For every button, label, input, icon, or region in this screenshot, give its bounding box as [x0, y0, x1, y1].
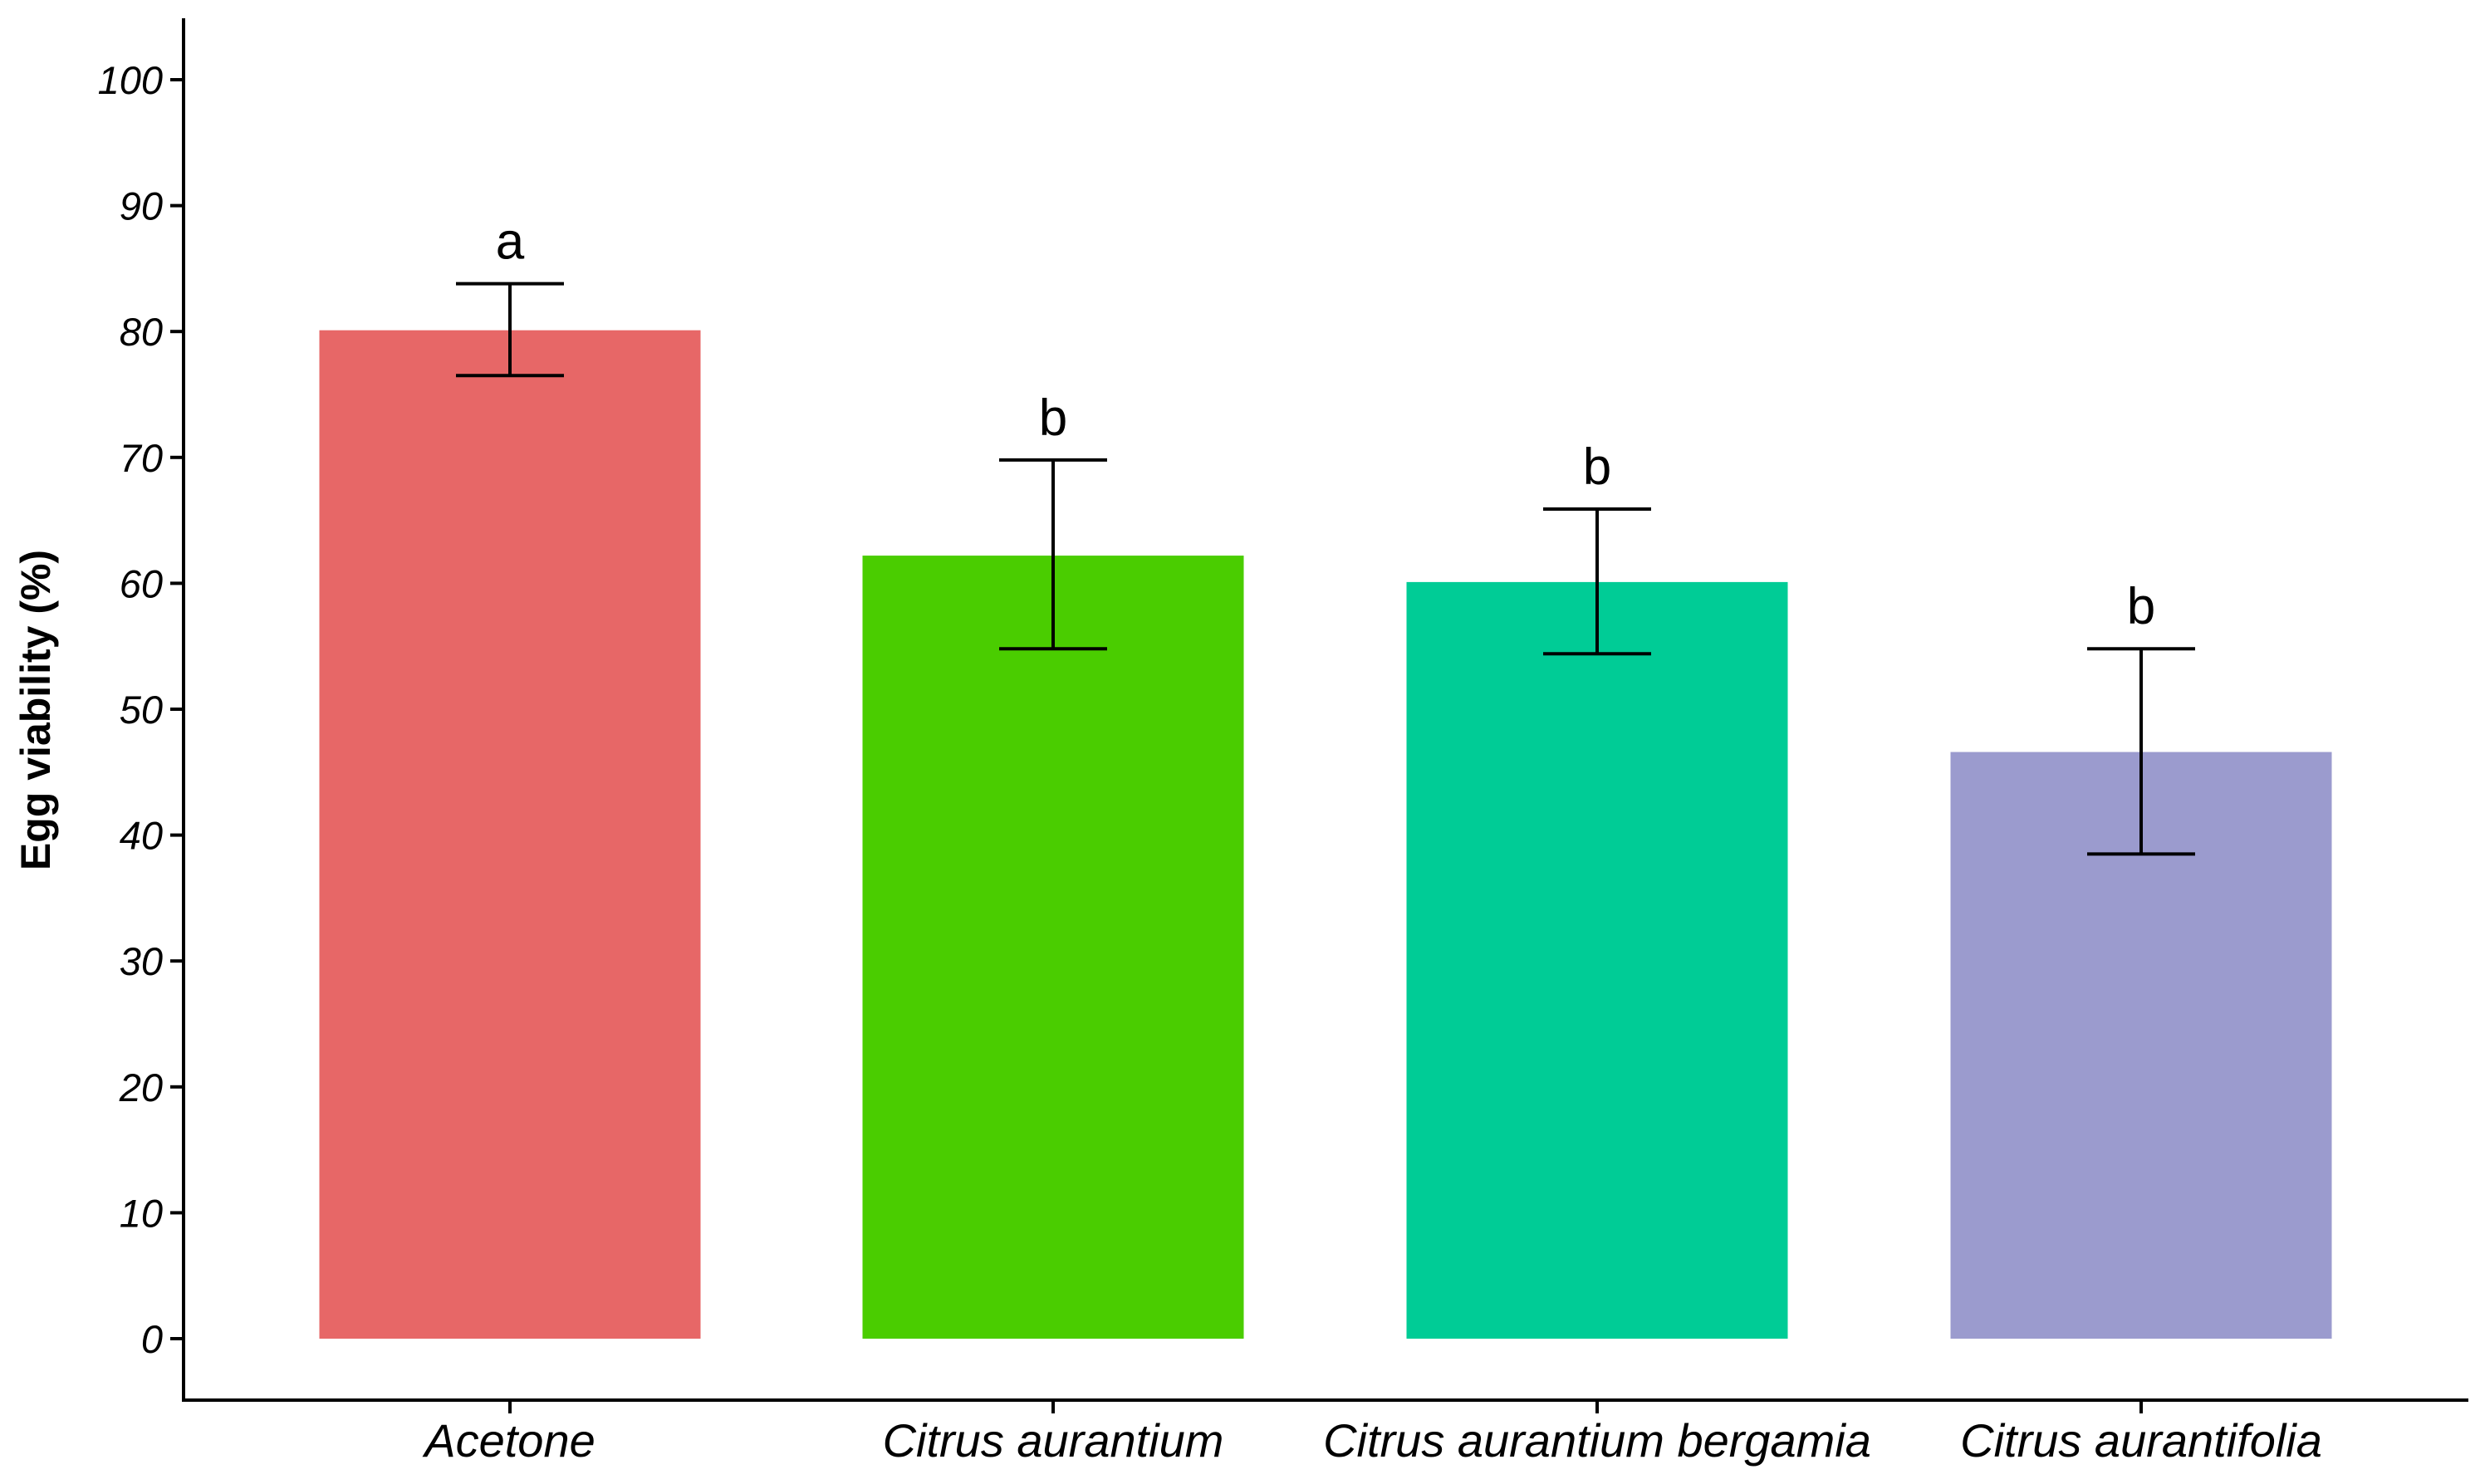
error-bar-acetone: [456, 282, 564, 378]
significance-label-citrus-aurantium: b: [1039, 389, 1067, 447]
x-category-label-citrus-aurantium: Citrus aurantium: [883, 1414, 1224, 1467]
y-tick-label-20: 20: [119, 1065, 163, 1109]
y-axis-label: Egg viability (%): [12, 550, 59, 870]
y-tick-label-10: 10: [120, 1191, 163, 1235]
error-bar-citrus-aurantium-bergamia: [1543, 507, 1651, 656]
y-tick-label-0: 0: [141, 1317, 163, 1361]
y-ticks-layer: 0 10 20 30 40 50 60 70 80 90 100: [98, 58, 184, 1361]
y-tick-label-80: 80: [120, 310, 163, 354]
significance-label-acetone: a: [496, 213, 525, 271]
bar-citrus-aurantium-bergamia: [1406, 581, 1788, 1339]
significance-label-citrus-aurantifolia: b: [2127, 578, 2155, 635]
significance-labels-layer: a b b b: [496, 213, 2155, 636]
significance-label-citrus-aurantium-bergamia: b: [1583, 438, 1611, 496]
y-tick-label-30: 30: [120, 939, 163, 983]
y-tick-label-40: 40: [120, 814, 163, 858]
bar-acetone: [319, 330, 701, 1340]
bars-layer: [319, 330, 2332, 1340]
x-category-labels-layer: Acetone Citrus aurantium Citrus aurantium …: [422, 1400, 2322, 1467]
y-tick-label-70: 70: [120, 436, 163, 480]
bar-citrus-aurantium: [862, 556, 1244, 1339]
y-tick-label-90: 90: [120, 184, 163, 228]
x-category-label-citrus-aurantifolia: Citrus aurantifolia: [1960, 1414, 2322, 1467]
y-tick-label-50: 50: [120, 688, 163, 732]
y-tick-label-60: 60: [120, 561, 163, 605]
y-tick-label-100: 100: [98, 58, 163, 102]
error-bar-citrus-aurantifolia: [2087, 647, 2195, 856]
error-bar-citrus-aurantium: [999, 458, 1107, 651]
error-bars-layer: [456, 282, 2195, 856]
x-category-label-citrus-aurantium-bergamia: Citrus aurantium bergamia: [1323, 1414, 1871, 1467]
x-category-label-acetone: Acetone: [422, 1414, 595, 1467]
